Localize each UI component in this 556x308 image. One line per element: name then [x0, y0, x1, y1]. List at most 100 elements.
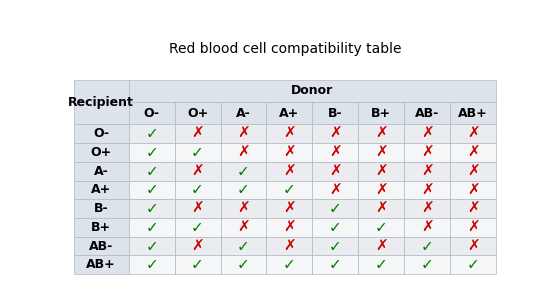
- Bar: [175, 102, 221, 124]
- Text: A+: A+: [279, 107, 300, 120]
- Text: ✗: ✗: [466, 238, 479, 253]
- Text: B-: B-: [328, 107, 342, 120]
- Bar: [74, 199, 128, 218]
- Text: O+: O+: [91, 146, 112, 159]
- Bar: [74, 180, 128, 199]
- Text: ✗: ✗: [375, 238, 388, 253]
- Text: ✓: ✓: [191, 182, 204, 197]
- Bar: [312, 237, 358, 255]
- Text: ✓: ✓: [421, 238, 434, 253]
- Text: ✗: ✗: [466, 201, 479, 216]
- Text: ✓: ✓: [375, 220, 388, 235]
- Text: ✗: ✗: [191, 201, 204, 216]
- Text: ✗: ✗: [283, 164, 296, 179]
- Text: ✗: ✗: [466, 164, 479, 179]
- Text: ✓: ✓: [145, 238, 158, 253]
- Bar: [175, 162, 221, 180]
- Text: ✗: ✗: [283, 201, 296, 216]
- Text: ✗: ✗: [421, 126, 434, 141]
- Text: ✗: ✗: [466, 126, 479, 141]
- Text: ✓: ✓: [191, 220, 204, 235]
- Text: ✗: ✗: [329, 126, 342, 141]
- Bar: [221, 255, 266, 274]
- Text: B-: B-: [94, 202, 108, 215]
- Text: ✓: ✓: [145, 201, 158, 216]
- Bar: [450, 180, 496, 199]
- Text: ✗: ✗: [237, 220, 250, 235]
- Bar: [175, 180, 221, 199]
- Bar: [266, 102, 312, 124]
- Text: Recipient: Recipient: [68, 95, 134, 108]
- Bar: [404, 102, 450, 124]
- Bar: [74, 80, 128, 124]
- Bar: [312, 124, 358, 143]
- Text: ✓: ✓: [237, 257, 250, 272]
- Bar: [404, 255, 450, 274]
- Text: ✗: ✗: [375, 201, 388, 216]
- Bar: [175, 255, 221, 274]
- Text: ✗: ✗: [375, 145, 388, 160]
- Text: Red blood cell compatibility table: Red blood cell compatibility table: [168, 42, 401, 56]
- Text: ✗: ✗: [283, 145, 296, 160]
- Text: ✓: ✓: [329, 220, 342, 235]
- Bar: [128, 218, 175, 237]
- Text: A-: A-: [236, 107, 251, 120]
- Bar: [74, 124, 128, 143]
- Bar: [358, 199, 404, 218]
- Text: ✓: ✓: [329, 238, 342, 253]
- Text: A+: A+: [91, 183, 111, 197]
- Text: ✗: ✗: [375, 126, 388, 141]
- Bar: [450, 124, 496, 143]
- Bar: [175, 143, 221, 162]
- Text: ✗: ✗: [375, 182, 388, 197]
- Text: ✓: ✓: [145, 164, 158, 179]
- Bar: [404, 199, 450, 218]
- Bar: [450, 255, 496, 274]
- Bar: [128, 80, 496, 102]
- Bar: [312, 180, 358, 199]
- Bar: [266, 143, 312, 162]
- Bar: [175, 237, 221, 255]
- Bar: [128, 124, 175, 143]
- Bar: [266, 180, 312, 199]
- Text: ✓: ✓: [145, 257, 158, 272]
- Text: ✗: ✗: [329, 182, 342, 197]
- Text: ✗: ✗: [237, 126, 250, 141]
- Bar: [128, 255, 175, 274]
- Text: ✓: ✓: [283, 182, 296, 197]
- Bar: [175, 124, 221, 143]
- Bar: [128, 237, 175, 255]
- Text: AB-: AB-: [89, 240, 113, 253]
- Text: Donor: Donor: [291, 84, 334, 97]
- Bar: [128, 199, 175, 218]
- Text: ✗: ✗: [466, 220, 479, 235]
- Text: O+: O+: [187, 107, 208, 120]
- Bar: [266, 218, 312, 237]
- Text: ✓: ✓: [191, 145, 204, 160]
- Text: ✗: ✗: [191, 126, 204, 141]
- Bar: [266, 162, 312, 180]
- Text: ✓: ✓: [329, 201, 342, 216]
- Bar: [358, 218, 404, 237]
- Bar: [221, 199, 266, 218]
- Text: A-: A-: [94, 165, 108, 178]
- Bar: [312, 199, 358, 218]
- Text: ✗: ✗: [237, 201, 250, 216]
- Text: ✗: ✗: [191, 238, 204, 253]
- Bar: [221, 180, 266, 199]
- Text: ✓: ✓: [421, 257, 434, 272]
- Bar: [404, 180, 450, 199]
- Bar: [266, 237, 312, 255]
- Bar: [221, 218, 266, 237]
- Text: AB+: AB+: [458, 107, 488, 120]
- Text: B+: B+: [91, 221, 111, 234]
- Text: ✗: ✗: [237, 145, 250, 160]
- Text: ✗: ✗: [283, 238, 296, 253]
- Bar: [450, 199, 496, 218]
- Text: ✗: ✗: [421, 164, 434, 179]
- Bar: [450, 143, 496, 162]
- Text: ✓: ✓: [145, 220, 158, 235]
- Bar: [404, 218, 450, 237]
- Bar: [266, 255, 312, 274]
- Text: ✗: ✗: [466, 145, 479, 160]
